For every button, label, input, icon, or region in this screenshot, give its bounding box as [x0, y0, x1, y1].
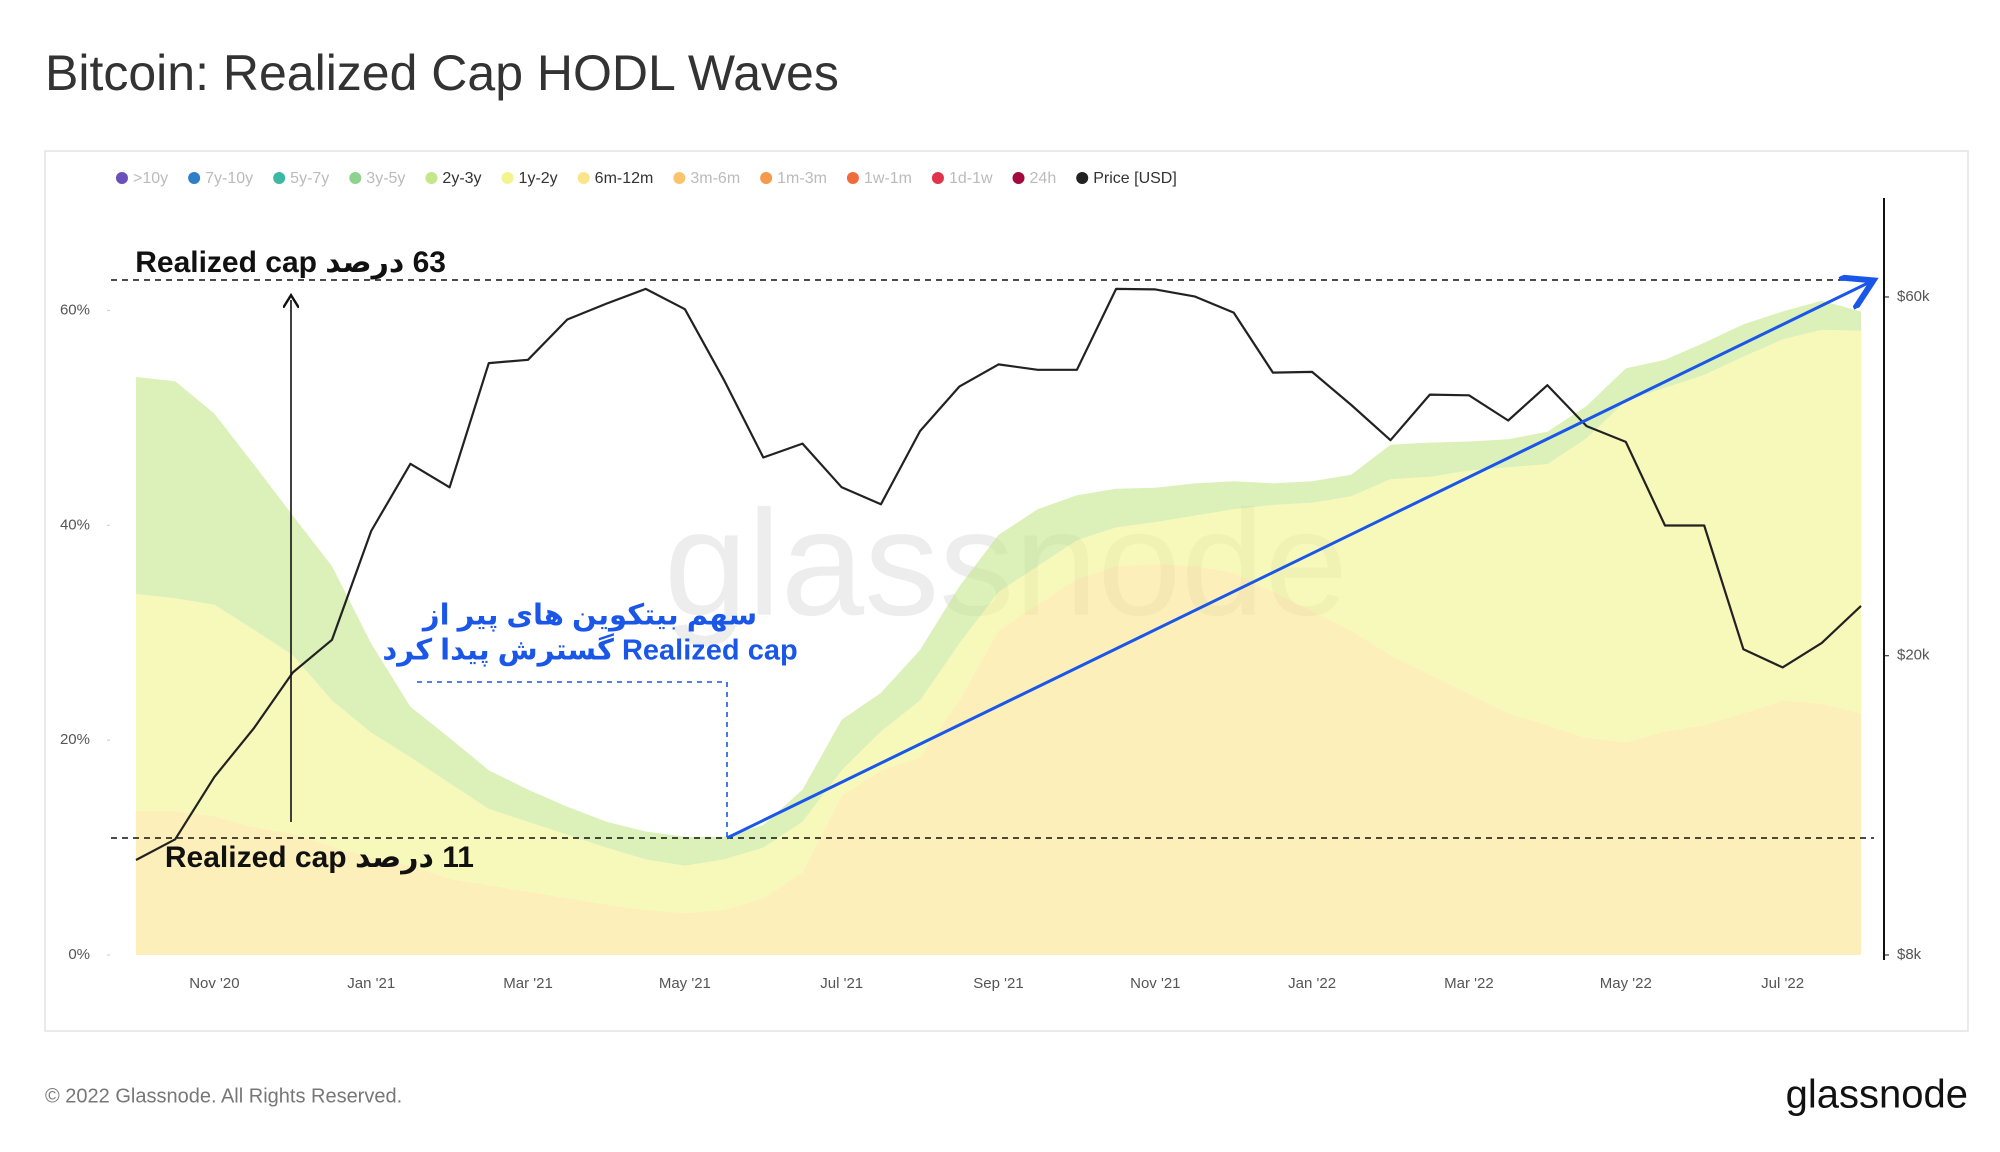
- y-tick-label: 20%: [60, 731, 90, 748]
- legend-dot: [673, 172, 686, 184]
- y2-tick-label: $60k: [1897, 288, 1930, 305]
- y-tick-label: 60%: [60, 301, 90, 318]
- legend-dot: [1076, 172, 1089, 184]
- legend-label: 3m-6m: [690, 170, 740, 187]
- legend-label: 5y-7y: [290, 170, 329, 187]
- footer: © 2022 Glassnode. All Rights Reserved.: [45, 1085, 402, 1107]
- legend-dot: [577, 172, 590, 184]
- y-tick-label: 40%: [60, 516, 90, 533]
- annotation-bracket: [417, 681, 728, 838]
- page-title: Bitcoin: Realized Cap HODL Waves: [45, 45, 839, 101]
- legend-label: Price [USD]: [1093, 170, 1177, 187]
- y2-tick-label: $8k: [1897, 946, 1922, 963]
- legend-dot: [846, 172, 859, 184]
- legend-dot: [760, 172, 773, 184]
- logo: glassnode: [1786, 1073, 1968, 1117]
- x-tick-label: Mar '21: [503, 975, 553, 992]
- annotation-arrow: [726, 283, 1868, 840]
- legend-label: 7y-10y: [205, 170, 253, 187]
- x-tick-label: Mar '22: [1444, 975, 1494, 992]
- legend-dot: [425, 172, 438, 184]
- legend-label: 1d-1w: [949, 170, 993, 187]
- annotation-text: Realized cap گسترش پیدا کرد: [382, 633, 797, 668]
- x-tick-label: Jan '22: [1288, 975, 1336, 992]
- legend-dot: [273, 172, 286, 184]
- legend-dot: [116, 172, 128, 184]
- legend-label: 1y-2y: [519, 170, 558, 187]
- area: [136, 329, 1861, 914]
- x-tick-label: Jul '22: [1761, 975, 1804, 992]
- legend-label: >10y: [133, 170, 168, 187]
- legend-label: 2y-3y: [442, 170, 481, 187]
- annotation-text: 11 درصد Realized cap: [165, 841, 474, 874]
- annotation-text: 63 درصد Realized cap: [135, 246, 446, 279]
- area: [136, 564, 1861, 955]
- y-tick-label: 0%: [68, 946, 90, 963]
- x-tick-label: Nov '21: [1130, 975, 1180, 992]
- legend-dot: [1012, 172, 1025, 184]
- x-tick-label: Sep '21: [973, 975, 1023, 992]
- legend-label: 3y-5y: [366, 170, 405, 187]
- legend-dot: [188, 172, 201, 184]
- annotations: 63 درصد Realized cap 11 درصد Realized ca…: [111, 246, 1874, 874]
- legend-dot: [349, 172, 362, 184]
- x-tick-label: Jul '21: [820, 975, 863, 992]
- x-tick-label: May '21: [659, 975, 711, 992]
- legend-label: 24h: [1030, 170, 1057, 187]
- chart-panel: [44, 150, 1969, 1032]
- x-tick-label: May '22: [1600, 975, 1652, 992]
- x-tick-label: Nov '20: [189, 975, 239, 992]
- area: [136, 300, 1861, 866]
- legend-label: 1m-3m: [777, 170, 827, 187]
- legend-dot: [931, 172, 944, 184]
- y2-tick-label: $20k: [1897, 647, 1930, 664]
- legend: >10y 7y-10y 5y-7y 3y-5y 2y-3y 1y-2y 6m-12m 3m-6…: [116, 170, 1177, 187]
- legend-label: 6m-12m: [595, 170, 654, 187]
- legend-label: 1w-1m: [864, 170, 912, 187]
- x-tick-label: Jan '21: [347, 975, 395, 992]
- legend-dot: [501, 172, 514, 184]
- price-line: [135, 287, 1862, 861]
- annotation-text: سهم بیتکوین های پیر از: [421, 600, 757, 633]
